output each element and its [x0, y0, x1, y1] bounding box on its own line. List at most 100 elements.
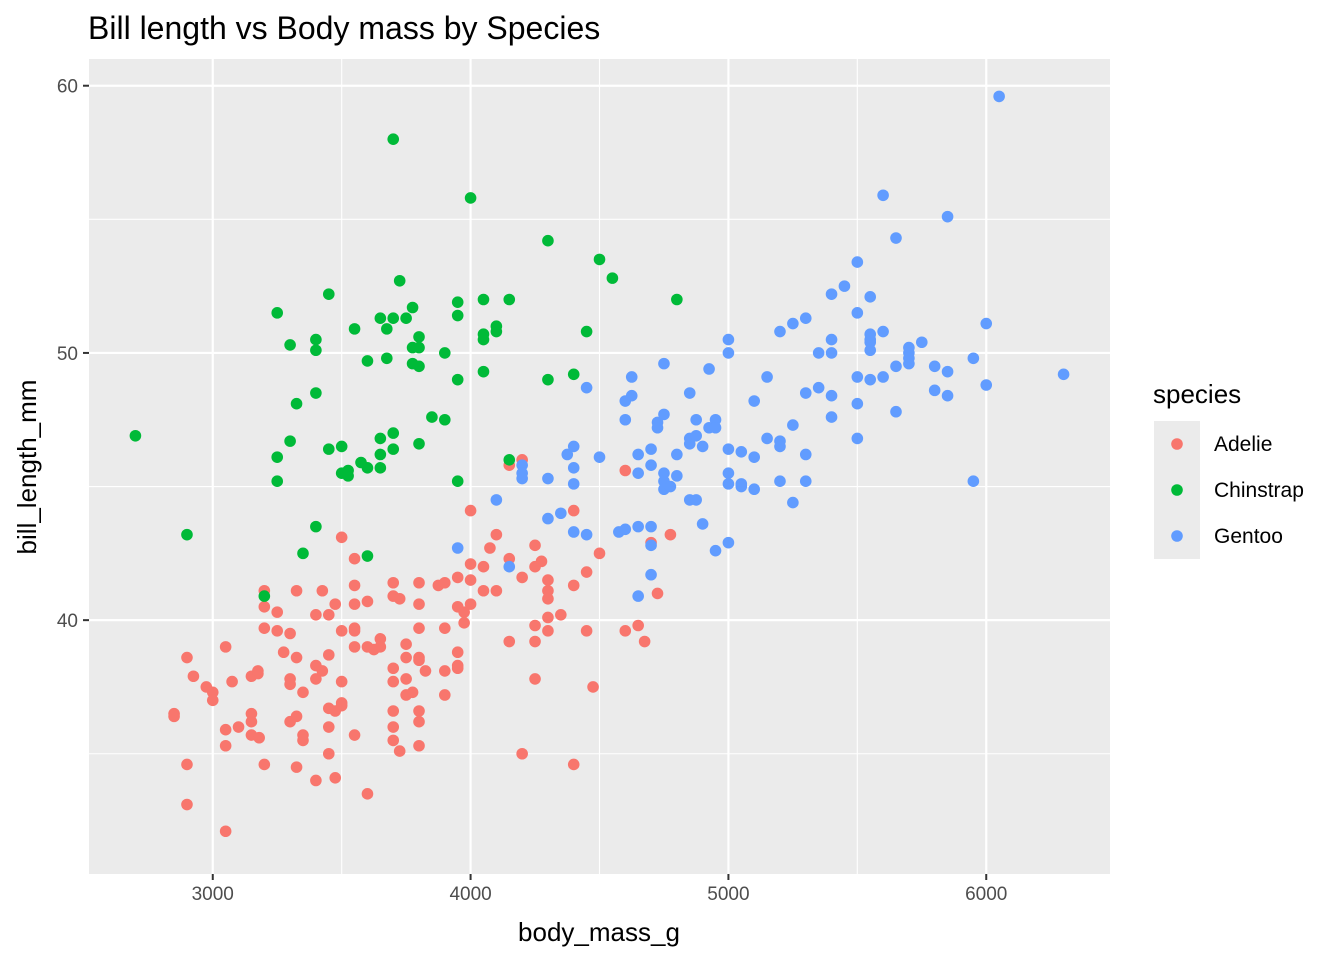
data-point-gentoo — [928, 384, 941, 397]
data-point-adelie — [400, 651, 412, 664]
data-point-gentoo — [774, 440, 786, 453]
data-point-gentoo — [799, 312, 812, 324]
data-point-adelie — [310, 609, 322, 621]
data-point-adelie — [361, 595, 374, 608]
data-point-gentoo — [864, 336, 877, 349]
data-point-adelie — [290, 710, 303, 723]
data-point-chinstrap — [387, 427, 400, 439]
data-point-gentoo — [864, 344, 877, 357]
data-point-gentoo — [941, 389, 954, 402]
data-point-gentoo — [503, 560, 516, 573]
data-point-adelie — [451, 571, 464, 584]
data-point-adelie — [335, 699, 348, 712]
data-point-gentoo — [864, 373, 877, 386]
data-point-gentoo — [561, 448, 574, 461]
y-tick-label: 40 — [57, 611, 78, 632]
y-tick-label: 50 — [57, 344, 78, 365]
legend-label-chinstrap: Chinstrap — [1214, 479, 1304, 502]
data-point-adelie — [253, 731, 265, 744]
data-point-adelie — [310, 774, 322, 787]
data-point-chinstrap — [477, 365, 490, 378]
data-point-gentoo — [632, 590, 644, 602]
data-point-gentoo — [851, 397, 864, 410]
data-point-adelie — [542, 592, 554, 605]
data-point-adelie — [181, 758, 193, 771]
data-point-chinstrap — [271, 307, 284, 319]
data-point-adelie — [290, 584, 303, 597]
data-point-adelie — [439, 665, 451, 677]
data-point-adelie — [322, 609, 335, 621]
data-point-gentoo — [645, 539, 657, 552]
data-point-adelie — [542, 584, 554, 597]
data-point-gentoo — [696, 440, 709, 453]
data-point-adelie — [651, 587, 664, 600]
data-point-chinstrap — [439, 347, 451, 359]
data-point-adelie — [348, 729, 361, 741]
data-point-adelie — [258, 600, 271, 613]
data-point-chinstrap — [387, 133, 400, 145]
data-point-adelie — [529, 635, 541, 648]
data-point-adelie — [258, 622, 271, 634]
data-point-gentoo — [787, 419, 799, 431]
data-point-gentoo — [658, 408, 670, 421]
data-point-adelie — [477, 584, 490, 597]
data-point-gentoo — [683, 437, 696, 450]
data-point-adelie — [593, 547, 606, 560]
data-point-adelie — [316, 584, 329, 597]
data-point-adelie — [439, 622, 451, 634]
y-axis-title: bill_length_mm — [12, 380, 42, 555]
data-point-adelie — [219, 723, 232, 736]
data-point-adelie — [284, 678, 296, 691]
data-point-gentoo — [632, 520, 644, 533]
data-point-chinstrap — [413, 437, 425, 450]
data-point-adelie — [348, 579, 361, 592]
legend-key-adelie — [1171, 438, 1183, 450]
data-point-adelie — [322, 747, 335, 760]
data-point-adelie — [458, 617, 470, 629]
x-axis-title: body_mass_g — [518, 917, 680, 947]
data-point-gentoo — [625, 389, 638, 402]
data-point-gentoo — [516, 459, 528, 471]
data-point-gentoo — [877, 325, 889, 338]
data-point-gentoo — [625, 371, 638, 383]
data-point-chinstrap — [490, 325, 503, 338]
data-point-adelie — [464, 598, 477, 610]
data-point-chinstrap — [387, 443, 400, 455]
data-point-adelie — [419, 665, 432, 677]
data-point-chinstrap — [284, 435, 296, 447]
data-point-chinstrap — [567, 368, 580, 381]
data-point-chinstrap — [503, 293, 516, 306]
data-point-adelie — [393, 745, 406, 757]
data-point-adelie — [181, 798, 193, 811]
data-point-chinstrap — [374, 432, 387, 445]
data-point-gentoo — [709, 421, 722, 434]
data-point-adelie — [490, 584, 503, 597]
data-point-adelie — [477, 560, 490, 573]
data-point-adelie — [284, 627, 296, 640]
data-point-adelie — [619, 625, 632, 637]
data-point-adelie — [335, 625, 348, 637]
data-point-gentoo — [658, 467, 670, 479]
data-point-adelie — [387, 705, 400, 717]
data-point-gentoo — [690, 413, 702, 426]
chart-title: Bill length vs Body mass by Species — [88, 10, 600, 46]
data-point-gentoo — [761, 371, 773, 383]
data-point-adelie — [580, 625, 593, 637]
data-point-gentoo — [787, 496, 799, 509]
data-point-chinstrap — [310, 333, 322, 346]
data-point-gentoo — [890, 405, 902, 418]
data-point-chinstrap — [580, 325, 593, 338]
data-point-gentoo — [709, 544, 722, 557]
data-point-chinstrap — [439, 413, 451, 426]
data-point-gentoo — [580, 381, 593, 394]
data-point-adelie — [290, 761, 303, 773]
data-point-gentoo — [877, 189, 889, 202]
data-point-gentoo — [567, 440, 580, 453]
data-point-adelie — [335, 675, 348, 688]
data-point-adelie — [387, 675, 400, 688]
x-tick-label: 5000 — [707, 884, 749, 905]
data-point-gentoo — [567, 462, 580, 474]
data-point-adelie — [329, 772, 342, 784]
data-point-adelie — [464, 558, 477, 570]
